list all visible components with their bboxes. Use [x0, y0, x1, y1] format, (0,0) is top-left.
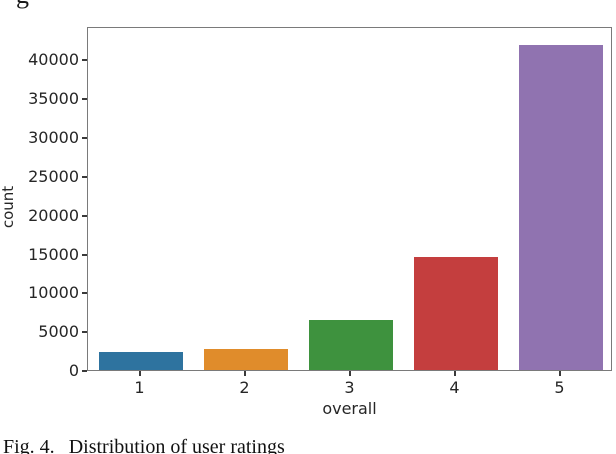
y-tick-mark: [82, 175, 87, 178]
x-tick-label: 2: [239, 378, 250, 397]
bar: [413, 257, 498, 370]
x-tick-mark: [453, 371, 456, 376]
x-tick-mark: [243, 371, 246, 376]
caption-text: Distribution of user ratings: [68, 436, 285, 454]
clipped-glyph: g: [16, 0, 50, 9]
y-tick-label: 25000: [28, 166, 79, 186]
y-tick-mark: [82, 253, 87, 256]
y-tick-label: 10000: [28, 283, 79, 303]
y-tick-label: 0: [68, 361, 79, 380]
y-tick-mark: [82, 370, 87, 372]
bar: [203, 349, 288, 370]
y-tick-mark: [82, 137, 87, 140]
y-tick-mark: [82, 292, 87, 295]
x-tick-label: 3: [344, 378, 355, 397]
x-tick-mark: [348, 371, 351, 376]
y-tick-label: 40000: [28, 50, 79, 70]
clipped-text-fragment: g: [16, 0, 50, 9]
bar: [518, 45, 603, 370]
x-tick-mark: [558, 371, 561, 376]
bar: [308, 320, 393, 370]
x-tick-mark: [138, 371, 141, 376]
x-tick-label: 4: [449, 378, 460, 397]
x-tick-label: 1: [134, 378, 145, 397]
bar: [98, 352, 183, 370]
y-tick-label: 20000: [28, 205, 79, 225]
x-axis-label: overall: [322, 399, 377, 418]
y-tick-label: 15000: [28, 244, 79, 264]
y-tick-mark: [82, 331, 87, 334]
y-tick-label: 35000: [28, 89, 79, 109]
y-tick-mark: [82, 214, 87, 217]
figure-caption: Fig. 4. Distribution of user ratings: [3, 436, 285, 454]
x-tick-label: 5: [554, 378, 565, 397]
y-tick-label: 5000: [38, 322, 79, 342]
caption-label: Fig. 4.: [3, 436, 55, 454]
y-tick-mark: [82, 98, 87, 101]
y-tick-mark: [82, 59, 87, 62]
y-axis-label: count: [0, 185, 17, 229]
plot-area: [87, 27, 612, 371]
y-tick-label: 30000: [28, 128, 79, 148]
